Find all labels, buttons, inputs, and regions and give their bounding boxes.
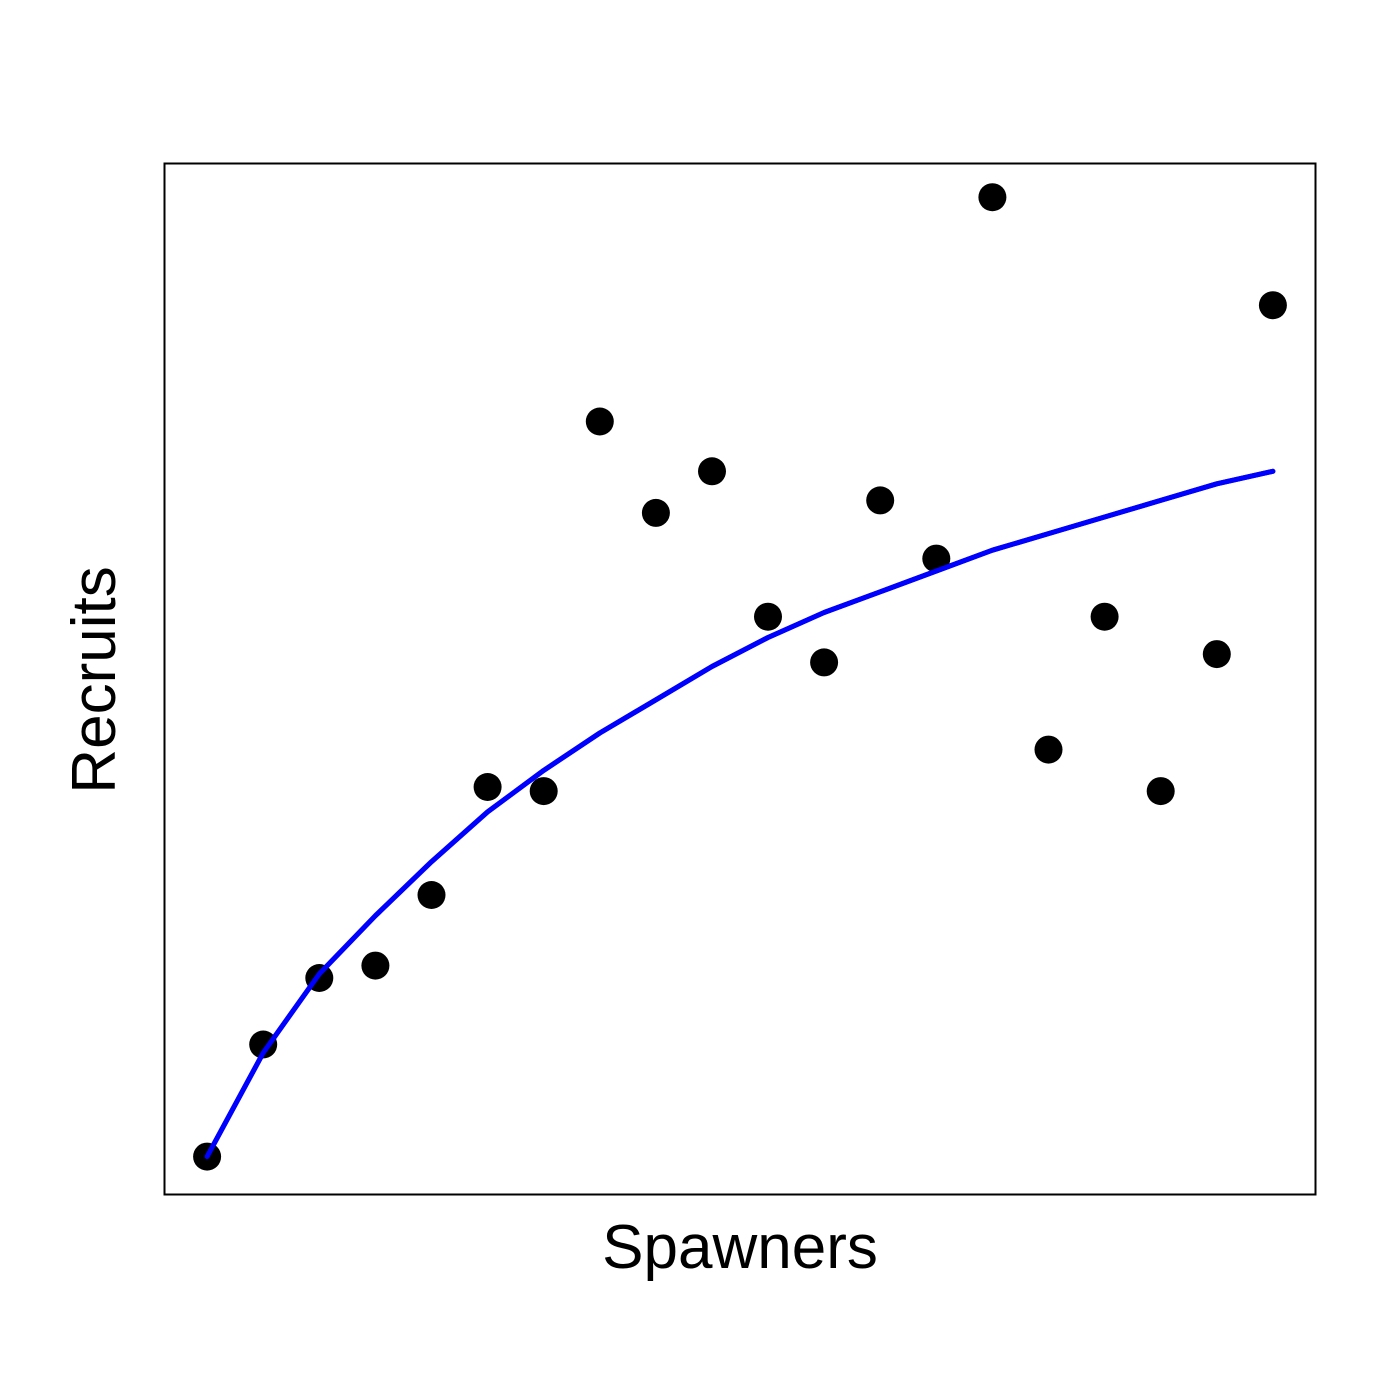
data-point [473, 773, 502, 801]
data-point [810, 648, 839, 677]
plot-marks [193, 183, 1287, 1171]
data-point [866, 486, 895, 515]
data-point [1034, 735, 1063, 764]
data-point [698, 457, 726, 486]
data-point [754, 602, 782, 631]
data-point [1258, 291, 1287, 320]
plot-frame [163, 162, 1317, 1196]
data-point [1090, 602, 1119, 631]
data-point [978, 183, 1007, 212]
data-point [1202, 640, 1231, 669]
fitted-curve-overlay [204, 468, 1276, 1160]
data-point [641, 498, 670, 527]
x-axis-label: Spawners [602, 1213, 878, 1282]
y-axis-label: Recruits [60, 566, 129, 793]
data-point [361, 951, 390, 980]
data-point [417, 881, 446, 909]
data-point [249, 1030, 278, 1059]
data-point [585, 407, 614, 436]
data-point [529, 777, 558, 806]
data-point [922, 544, 951, 573]
data-point [1146, 777, 1175, 806]
